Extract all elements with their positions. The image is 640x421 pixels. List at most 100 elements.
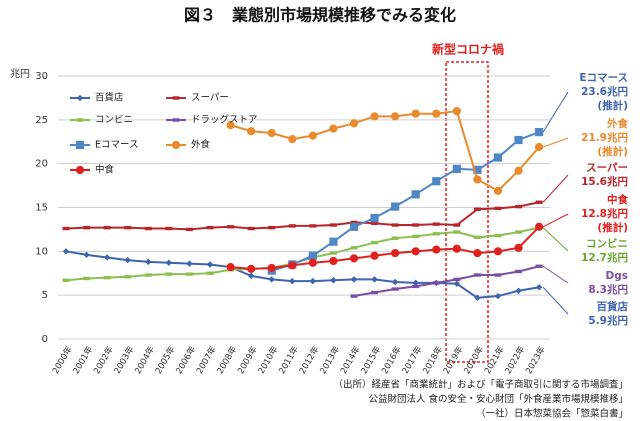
point: [267, 263, 276, 273]
point: [452, 244, 461, 253]
annotation: 12.7兆円: [581, 251, 628, 264]
point: [371, 221, 379, 225]
point: [432, 222, 440, 226]
point: [103, 275, 111, 280]
point: [452, 106, 461, 116]
legend-label: 外食: [191, 139, 211, 151]
point: [535, 222, 544, 231]
y-tick-label: 10: [35, 246, 48, 257]
annotation-pointer: [542, 174, 569, 203]
point: [309, 277, 317, 285]
point: [432, 281, 440, 285]
point: [247, 272, 255, 280]
annotation: 百貨店: [597, 300, 629, 313]
point: [391, 112, 400, 121]
point: [371, 240, 379, 245]
point: [206, 225, 214, 230]
legend-label: コンビニ: [95, 115, 133, 126]
annotation-pointer: [542, 137, 569, 148]
series-line: [65, 250, 540, 299]
point: [83, 225, 91, 230]
point: [349, 222, 359, 231]
point: [493, 247, 503, 256]
point: [103, 254, 111, 261]
point: [391, 248, 400, 258]
x-tick-label: 2023年: [523, 344, 548, 376]
point: [288, 135, 297, 144]
point: [493, 153, 503, 162]
point: [494, 206, 502, 211]
series-line: [230, 109, 540, 193]
point: [515, 230, 523, 234]
series-line: [230, 226, 540, 270]
point: [350, 294, 358, 298]
series-line: [353, 265, 540, 298]
point: [493, 186, 503, 195]
point: [144, 273, 152, 277]
point: [432, 177, 441, 186]
annotation: 中食: [607, 193, 628, 206]
y-tick-label: 15: [35, 203, 48, 214]
legend-label: 百貨店: [95, 92, 124, 104]
annotation: Dgs: [606, 270, 628, 282]
annotation-pointer: [542, 91, 569, 133]
source: （出所）経産省「商業統計」および「電子商取引に関する市場調査」: [333, 379, 628, 391]
point: [473, 248, 482, 258]
point: [349, 119, 359, 128]
legend-label: ドラッグストア: [191, 114, 258, 126]
point: [473, 235, 481, 240]
point: [371, 276, 378, 283]
legend-marker: [172, 96, 180, 100]
point: [391, 278, 399, 286]
series-line: [65, 201, 540, 231]
point: [514, 243, 523, 252]
point: [453, 230, 461, 234]
point: [514, 135, 523, 145]
point: [62, 278, 70, 282]
legend-marker: [76, 94, 84, 102]
point: [165, 272, 173, 276]
point: [62, 226, 70, 231]
source: （一社）日本惣菜協会「惣菜白書」: [476, 408, 628, 420]
chart-title: 図３ 業態別市場規模推移でみる変化: [184, 6, 456, 25]
y-tick-label: 0: [42, 334, 48, 345]
point: [515, 204, 523, 209]
annotation: 15.6兆円: [581, 175, 628, 188]
point: [165, 226, 173, 231]
source: 公益財団法人 食の安全・安心財団「外食産業市場規模推移」: [368, 393, 628, 405]
point: [288, 261, 297, 270]
point: [226, 120, 235, 130]
point: [206, 271, 214, 275]
annotation: 21.9兆円: [581, 131, 628, 144]
point: [370, 112, 379, 121]
point: [473, 207, 481, 211]
point: [268, 225, 276, 230]
legend-marker: [172, 118, 180, 122]
point: [288, 224, 296, 228]
point: [412, 284, 420, 289]
point: [391, 202, 400, 211]
point: [535, 200, 543, 204]
point: [412, 223, 420, 227]
point: [473, 273, 481, 277]
point: [185, 227, 193, 232]
point: [494, 273, 502, 277]
point: [412, 234, 420, 239]
point: [494, 292, 502, 300]
y-tick-label: 5: [42, 290, 48, 301]
point: [391, 287, 399, 291]
point: [453, 280, 461, 287]
y-tick-label: 20: [35, 159, 48, 170]
legend-marker: [76, 118, 84, 122]
point: [432, 109, 441, 118]
point: [452, 164, 461, 174]
annotation-pointer: [542, 213, 569, 228]
point: [535, 128, 544, 137]
point: [330, 277, 337, 284]
annotation: スーパー: [586, 162, 628, 174]
point: [308, 131, 317, 140]
point: [412, 279, 419, 287]
point: [329, 251, 337, 255]
y-tick-label: 30: [35, 71, 48, 82]
